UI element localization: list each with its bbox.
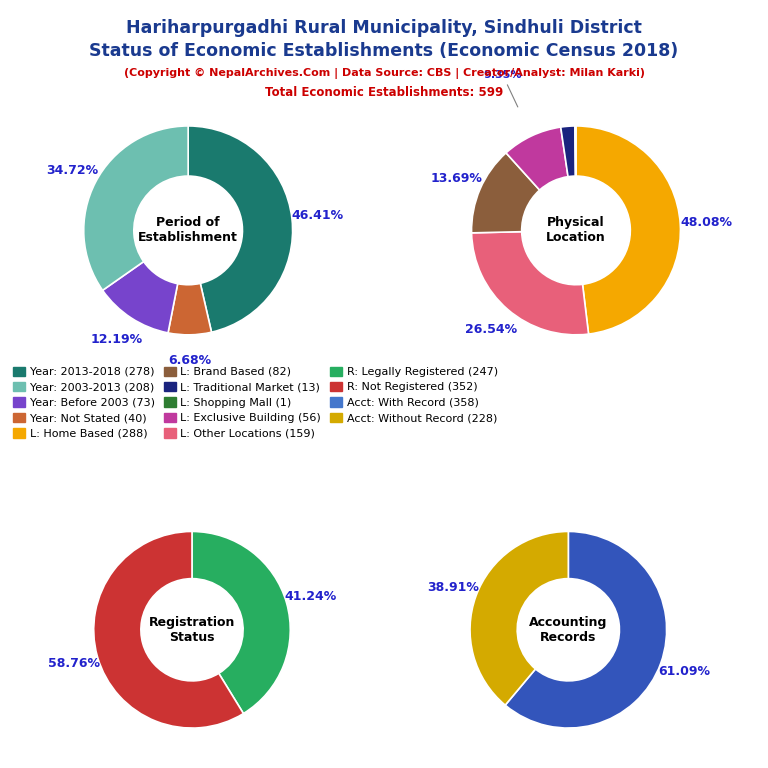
Wedge shape (505, 531, 667, 728)
Wedge shape (168, 283, 211, 335)
Text: 41.24%: 41.24% (284, 590, 336, 603)
Text: 6.68%: 6.68% (169, 355, 212, 367)
Text: 0.17%: 0.17% (0, 767, 1, 768)
Text: Hariharpurgadhi Rural Municipality, Sindhuli District: Hariharpurgadhi Rural Municipality, Sind… (126, 19, 642, 37)
Text: (Copyright © NepalArchives.Com | Data Source: CBS | Creator/Analyst: Milan Karki: (Copyright © NepalArchives.Com | Data So… (124, 68, 644, 78)
Wedge shape (103, 262, 177, 333)
Wedge shape (94, 531, 243, 728)
Wedge shape (470, 531, 568, 705)
Wedge shape (561, 126, 575, 177)
Text: Registration
Status: Registration Status (149, 616, 235, 644)
Text: 61.09%: 61.09% (658, 665, 710, 678)
Text: 38.91%: 38.91% (427, 581, 478, 594)
Text: Status of Economic Establishments (Economic Census 2018): Status of Economic Establishments (Econo… (89, 42, 679, 60)
Wedge shape (472, 153, 540, 233)
Wedge shape (472, 232, 588, 335)
Text: 9.35%: 9.35% (483, 70, 521, 107)
Text: 26.54%: 26.54% (465, 323, 517, 336)
Text: Total Economic Establishments: 599: Total Economic Establishments: 599 (265, 86, 503, 99)
Text: 48.08%: 48.08% (680, 216, 733, 229)
Text: 46.41%: 46.41% (292, 209, 344, 222)
Text: 2.17%: 2.17% (0, 767, 1, 768)
Wedge shape (575, 126, 576, 176)
Wedge shape (192, 531, 290, 713)
Text: 12.19%: 12.19% (91, 333, 143, 346)
Wedge shape (188, 126, 293, 333)
Text: 34.72%: 34.72% (46, 164, 98, 177)
Text: Period of
Establishment: Period of Establishment (138, 217, 238, 244)
Text: Accounting
Records: Accounting Records (529, 616, 607, 644)
Wedge shape (84, 126, 188, 290)
Wedge shape (576, 126, 680, 334)
Wedge shape (506, 127, 568, 190)
Legend: Year: 2013-2018 (278), Year: 2003-2013 (208), Year: Before 2003 (73), Year: Not : Year: 2013-2018 (278), Year: 2003-2013 (… (13, 366, 498, 439)
Text: 58.76%: 58.76% (48, 657, 100, 670)
Text: Physical
Location: Physical Location (546, 217, 606, 244)
Text: 13.69%: 13.69% (430, 172, 482, 185)
